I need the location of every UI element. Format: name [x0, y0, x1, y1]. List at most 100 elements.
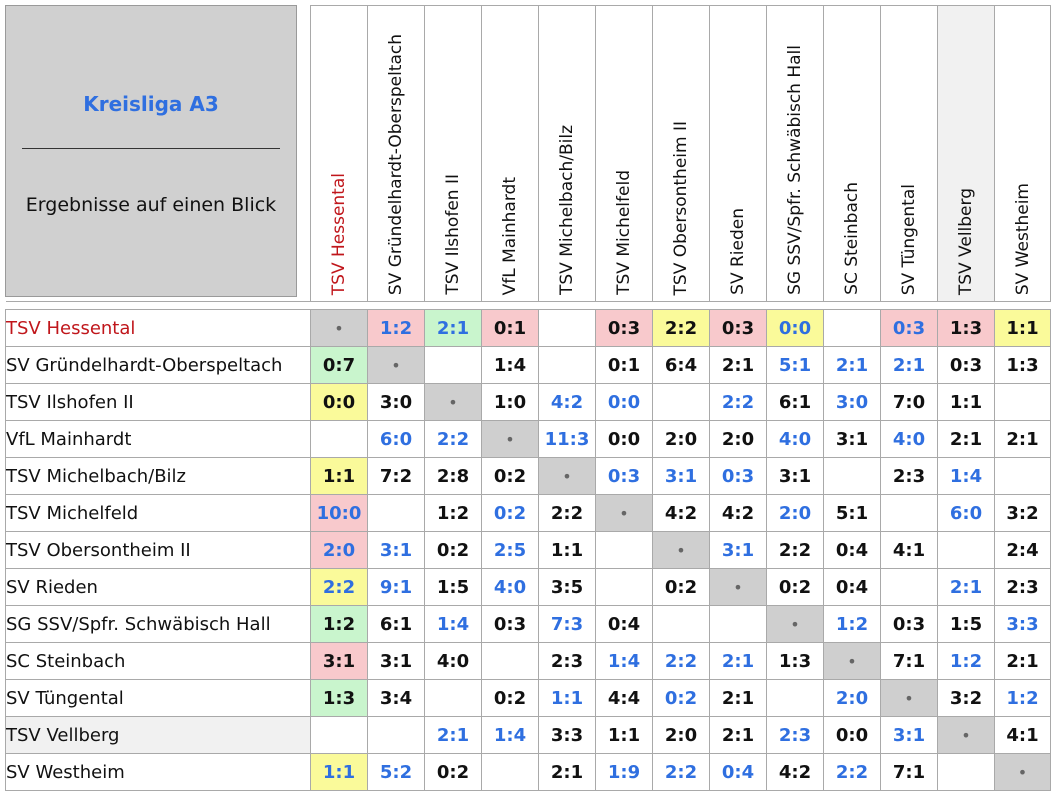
result-cell: 2:1	[424, 309, 482, 347]
result-cell: 0:4	[823, 531, 881, 569]
result-cell: 0:2	[481, 679, 539, 717]
result-cell: 2:1	[937, 420, 995, 458]
result-cell: 0:0	[766, 309, 824, 347]
result-cell: 0:1	[595, 346, 653, 384]
result-cell: 3:1	[766, 457, 824, 495]
row-team-name: SC Steinbach	[5, 642, 311, 680]
table-row: TSV Vellberg 2:1 1:4 3:3 1:1 2:0 2:1 2:3 0:0 3:1 •…	[5, 716, 1051, 754]
diagonal-cell: •	[823, 642, 881, 680]
result-cell: 1:1	[310, 457, 368, 495]
result-cell: 2:2	[823, 753, 881, 791]
diagonal-cell: •	[310, 309, 368, 347]
result-cell	[481, 753, 539, 791]
result-cell: 4:2	[538, 383, 596, 421]
result-cell: 3:1	[880, 716, 938, 754]
result-cell: 0:3	[937, 346, 995, 384]
result-cell: 2:2	[424, 420, 482, 458]
result-cell: 3:3	[538, 716, 596, 754]
column-header: SG SSV/Spfr. Schwäbisch Hall	[766, 5, 824, 302]
result-cell: 0:2	[652, 568, 710, 606]
result-cell: 0:0	[310, 383, 368, 421]
table-row: TSV Michelbach/Bilz 1:1 7:2 2:8 0:2 • 0:3 3:1 0:…	[5, 457, 1051, 495]
page-subtitle: Ergebnisse auf einen Blick	[25, 194, 277, 216]
result-cell	[367, 494, 425, 532]
diagonal-cell: •	[652, 531, 710, 569]
result-cell	[880, 494, 938, 532]
table-row: SV Rieden 2:2 9:1 1:5 4:0 3:5 0:2 • 0:2 0:4 2:1 2:3	[5, 568, 1051, 606]
result-cell	[766, 679, 824, 717]
result-cell: 2:0	[652, 420, 710, 458]
result-cell: 2:1	[709, 346, 767, 384]
column-header-label: TSV Vellberg	[956, 187, 976, 295]
spacer-cell	[538, 301, 596, 310]
result-cell: 0:4	[709, 753, 767, 791]
result-cell: 2:3	[880, 457, 938, 495]
result-cell: 1:4	[424, 605, 482, 643]
diagonal-cell: •	[538, 457, 596, 495]
column-header-label: SV Westheim	[1012, 182, 1033, 295]
result-cell: 0:3	[880, 605, 938, 643]
result-cell: 2:0	[310, 531, 368, 569]
table-row: SV Tüngental 1:3 3:4 0:2 1:1 4:4 0:2 2:1 2:0 • 3:2…	[5, 679, 1051, 717]
column-header-label: TSV Michelfeld	[614, 170, 634, 295]
results-table: TSV Hessental SV Gründelhardt-Oberspeltac…	[5, 5, 1051, 791]
row-team-name: TSV Obersontheim II	[5, 531, 311, 569]
column-header-label: SV Tüngental	[899, 183, 919, 295]
result-cell: 2:2	[652, 753, 710, 791]
result-cell	[538, 346, 596, 384]
result-cell: 3:1	[310, 642, 368, 680]
result-cell: 1:2	[367, 309, 425, 347]
result-cell: 7:2	[367, 457, 425, 495]
column-header: SV Rieden	[709, 5, 767, 302]
row-team-name: VfL Mainhardt	[5, 420, 311, 458]
row-team-name: SV Rieden	[5, 568, 311, 606]
result-cell: 3:2	[937, 679, 995, 717]
result-cell: 1:2	[994, 679, 1051, 717]
result-cell: 1:3	[766, 642, 824, 680]
column-header-label: TSV Ilshofen II	[443, 174, 463, 295]
result-cell: 5:1	[823, 494, 881, 532]
result-cell: 0:0	[595, 383, 653, 421]
result-cell: 2:3	[766, 716, 824, 754]
row-team-name: SV Gründelhardt-Oberspeltach	[5, 346, 311, 384]
result-cell: 4:0	[424, 642, 482, 680]
result-cell	[595, 531, 653, 569]
diagonal-cell: •	[367, 346, 425, 384]
result-cell: 2:1	[709, 716, 767, 754]
result-cell	[994, 457, 1051, 495]
result-cell	[823, 309, 881, 347]
result-cell: 7:1	[880, 642, 938, 680]
column-header: SV Gründelhardt-Oberspeltach	[367, 5, 425, 302]
result-cell: 0:3	[481, 605, 539, 643]
result-cell: 7:1	[880, 753, 938, 791]
table-row: TSV Michelfeld 10:0 1:2 0:2 2:2 • 4:2 4:2 2:0 5:1…	[5, 494, 1051, 532]
result-cell: 2:1	[709, 679, 767, 717]
result-cell: 4:4	[595, 679, 653, 717]
result-cell: 1:4	[595, 642, 653, 680]
result-cell: 6:1	[367, 605, 425, 643]
result-cell: 1:3	[994, 346, 1051, 384]
league-title: Kreisliga A3	[83, 92, 219, 116]
column-header-label: SV Rieden	[728, 208, 748, 295]
result-cell: 2:2	[538, 494, 596, 532]
result-cell: 1:2	[823, 605, 881, 643]
result-cell: 0:0	[595, 420, 653, 458]
result-cell: 0:2	[481, 494, 539, 532]
row-team-name: TSV Michelbach/Bilz	[5, 457, 311, 495]
result-cell: 1:4	[937, 457, 995, 495]
result-cell: 4:0	[481, 568, 539, 606]
title-separator	[22, 148, 280, 149]
row-team-name: SV Tüngental	[5, 679, 311, 717]
result-cell: 6:0	[367, 420, 425, 458]
spacer-cell	[5, 301, 311, 310]
result-cell	[424, 346, 482, 384]
row-team-name: TSV Vellberg	[5, 716, 311, 754]
result-cell: 2:2	[652, 642, 710, 680]
result-cell: 0:4	[823, 568, 881, 606]
result-cell: 0:3	[880, 309, 938, 347]
result-cell: 3:1	[652, 457, 710, 495]
column-header: SV Westheim	[994, 5, 1051, 302]
column-header-label: TSV Michelbach/Bilz	[557, 125, 577, 295]
result-cell: 3:0	[823, 383, 881, 421]
result-cell: 1:2	[310, 605, 368, 643]
